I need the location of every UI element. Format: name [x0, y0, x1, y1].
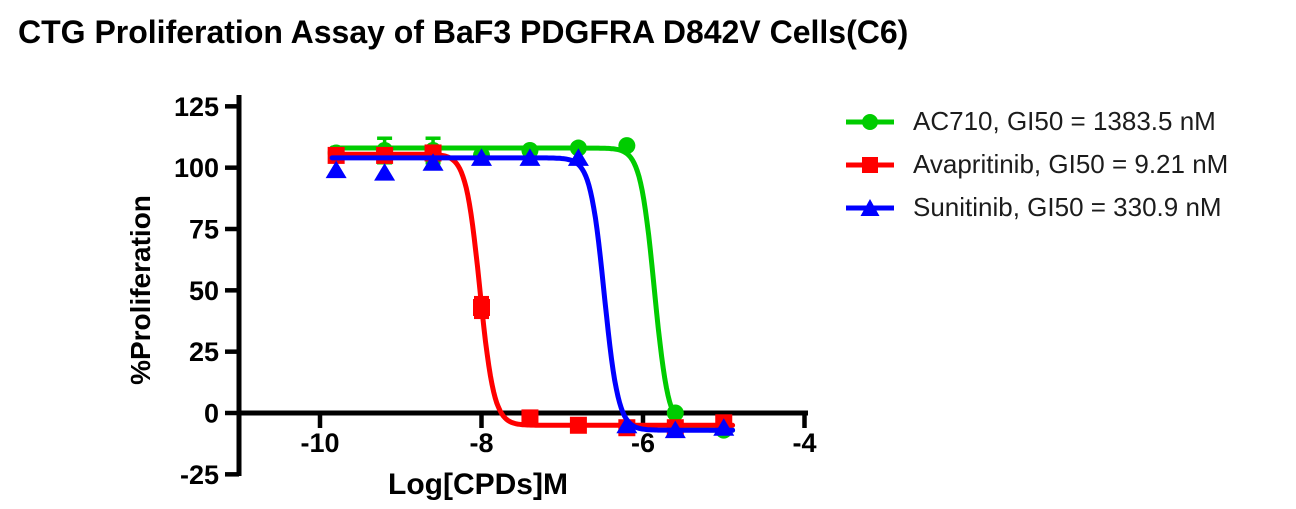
triangle-marker-icon — [860, 198, 880, 216]
y-tick-label: 50 — [189, 276, 219, 306]
y-tick-label: 25 — [189, 337, 219, 367]
x-tick-label: -10 — [300, 428, 339, 458]
x-axis-title: Log[CPDs]M — [388, 468, 568, 501]
data-point-sunitinib — [567, 148, 589, 166]
data-point-avapritinib — [521, 409, 539, 427]
legend-marker-ac710 — [845, 109, 895, 135]
data-point-sunitinib — [713, 418, 735, 436]
data-point-ac710 — [666, 404, 684, 422]
legend-marker-sunitinib — [845, 195, 895, 221]
legend-marker-avapritinib — [845, 152, 895, 178]
data-point-sunitinib — [664, 420, 686, 439]
y-tick-label: 75 — [189, 215, 219, 245]
fit-curve-ac710 — [329, 145, 736, 433]
data-point-ac710 — [569, 139, 587, 157]
y-tick-label: 100 — [174, 153, 219, 183]
legend: AC710, GI50 = 1383.5 nM Avapritinib, GI5… — [845, 100, 1228, 229]
y-tick-label: -25 — [180, 460, 219, 490]
data-point-sunitinib — [471, 148, 492, 166]
legend-item-avapritinib: Avapritinib, GI50 = 9.21 nM — [845, 143, 1228, 186]
x-tick-label: -8 — [469, 428, 493, 458]
data-point-avapritinib — [473, 299, 490, 317]
legend-marker-glyph — [846, 113, 894, 130]
data-point-sunitinib — [325, 160, 347, 179]
data-point-sunitinib — [616, 415, 638, 434]
legend-marker-glyph — [846, 156, 894, 173]
x-tick-label: -4 — [792, 428, 816, 458]
legend-item-sunitinib: Sunitinib, GI50 = 330.9 nM — [845, 186, 1228, 229]
legend-item-ac710: AC710, GI50 = 1383.5 nM — [845, 100, 1228, 143]
data-point-ac710 — [618, 137, 636, 155]
y-tick-label: 125 — [174, 92, 219, 122]
fit-curve-sunitinib — [329, 155, 736, 433]
chart-title: CTG Proliferation Assay of BaF3 PDGFRA D… — [18, 14, 909, 50]
data-point-sunitinib — [374, 163, 396, 181]
legend-label-ac710: AC710, GI50 = 1383.5 nM — [913, 106, 1216, 136]
y-axis-title: %Proliferation — [125, 195, 156, 385]
data-point-avapritinib — [569, 416, 587, 434]
legend-marker-glyph — [846, 198, 894, 216]
y-tick-label: 0 — [204, 399, 219, 429]
circle-marker-icon — [862, 113, 878, 130]
data-point-sunitinib — [519, 148, 541, 166]
legend-label-sunitinib: Sunitinib, GI50 = 330.9 nM — [913, 192, 1222, 222]
legend-label-avapritinib: Avapritinib, GI50 = 9.21 nM — [913, 149, 1229, 179]
data-point-sunitinib — [422, 153, 444, 171]
fit-curve-avapritinib — [329, 151, 736, 428]
square-marker-icon — [862, 156, 878, 173]
